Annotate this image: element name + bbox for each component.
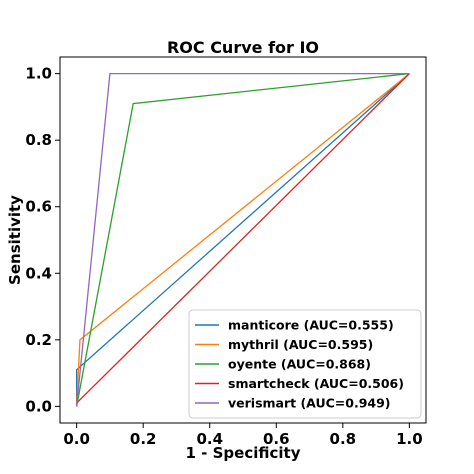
y-tick-label: 0.2	[25, 331, 52, 349]
series-layer	[75, 72, 410, 407]
y-tick-label: 0.8	[25, 131, 52, 149]
legend-box	[188, 309, 422, 419]
y-tick-label: 0.4	[25, 264, 52, 282]
x-axis-ticks: 0.0 0.2 0.4 0.6 0.8 1.0	[63, 423, 423, 448]
x-tick-label: 0.8	[330, 430, 357, 448]
y-tick-label: 0.6	[25, 198, 52, 216]
y-axis-ticks: 0.0 0.2 0.4 0.6 0.8 1.0	[25, 65, 60, 415]
y-axis-label: Sensitivity	[6, 195, 24, 285]
x-tick-label: 0.0	[63, 430, 90, 448]
x-tick-label: 1.0	[396, 430, 423, 448]
y-tick-label: 0.0	[25, 397, 52, 415]
legend-label: mythril (AUC=0.595)	[228, 337, 373, 352]
x-axis-label: 1 - Specificity	[186, 444, 301, 462]
y-tick-label: 1.0	[25, 65, 52, 83]
x-tick-label: 0.2	[130, 430, 157, 448]
series-line-verismart	[75, 72, 410, 407]
legend: manticore (AUC=0.555) mythril (AUC=0.595)…	[188, 309, 422, 419]
legend-label: manticore (AUC=0.555)	[228, 318, 394, 333]
chart-title: ROC Curve for IO	[167, 38, 319, 57]
series-line-mythril	[75, 73, 410, 407]
x-tick-label: 0.4	[196, 430, 223, 448]
legend-label: oyente (AUC=0.868)	[228, 357, 371, 372]
series-line-oyente	[76, 72, 410, 407]
x-tick-label: 0.6	[263, 430, 290, 448]
legend-label: verismart (AUC=0.949)	[228, 396, 391, 411]
legend-label: smartcheck (AUC=0.506)	[228, 376, 404, 391]
